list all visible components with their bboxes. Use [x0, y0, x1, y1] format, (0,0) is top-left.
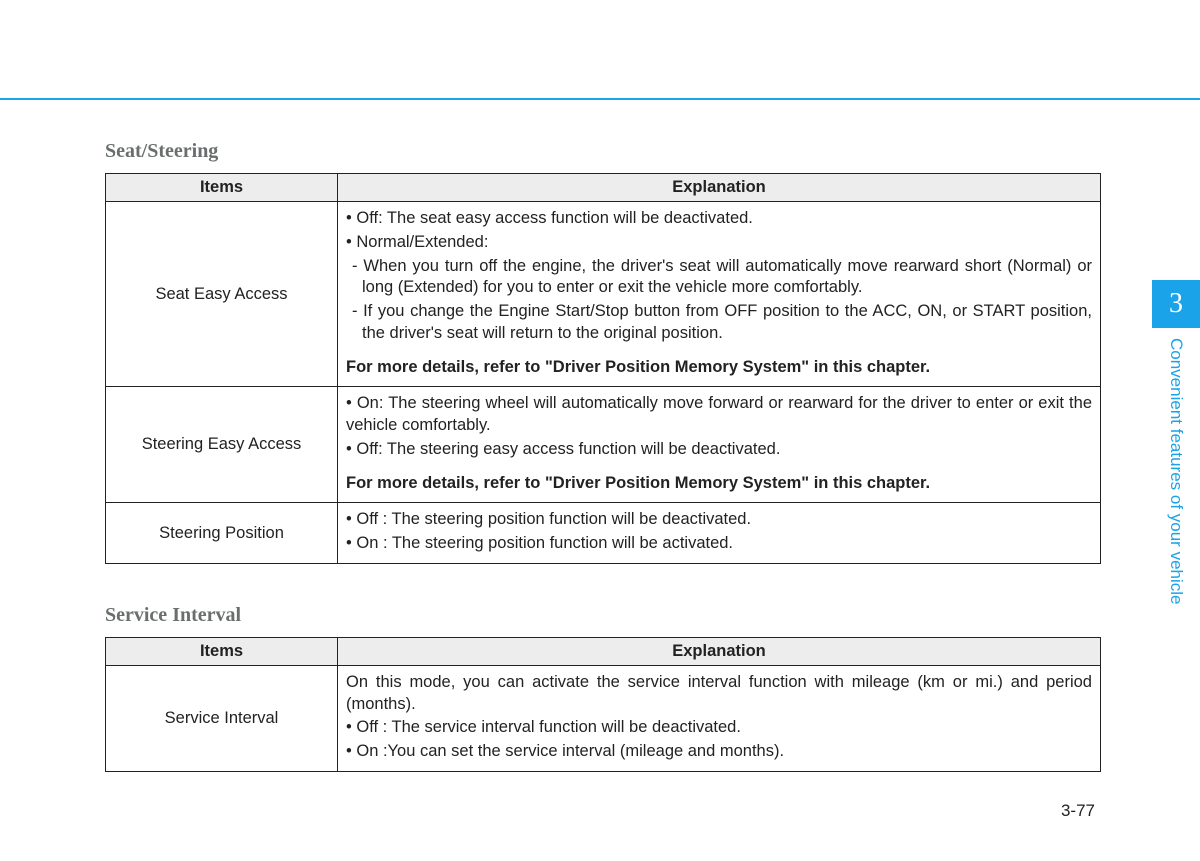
- explanation-line: On this mode, you can activate the servi…: [346, 672, 1092, 716]
- item-cell: Seat Easy Access: [106, 202, 338, 387]
- explanation-line: • Off: The steering easy access function…: [346, 439, 1092, 461]
- explanation-line: - If you change the Engine Start/Stop bu…: [346, 301, 1092, 345]
- explanation-cell: • On: The steering wheel will automatica…: [338, 387, 1101, 503]
- table-row: Steering Easy Access • On: The steering …: [106, 387, 1101, 503]
- chapter-side-label: Convenient features of your vehicle: [1152, 332, 1200, 632]
- explanation-cell: On this mode, you can activate the servi…: [338, 665, 1101, 771]
- explanation-line: • On : The steering position function wi…: [346, 533, 1092, 555]
- settings-table-seat-steering: Items Explanation Seat Easy Access • Off…: [105, 173, 1101, 564]
- item-cell: Steering Position: [106, 503, 338, 564]
- explanation-line: • Off : The service interval function wi…: [346, 717, 1092, 739]
- page-content: Seat/Steering Items Explanation Seat Eas…: [105, 140, 1100, 772]
- table-header-row: Items Explanation: [106, 637, 1101, 665]
- col-header-explanation: Explanation: [338, 174, 1101, 202]
- section-gap: [105, 564, 1100, 604]
- chapter-tab: 3: [1152, 280, 1200, 328]
- explanation-line: • On :You can set the service interval (…: [346, 741, 1092, 763]
- chapter-number: 3: [1169, 288, 1183, 320]
- explanation-line: • Normal/Extended:: [346, 232, 1092, 254]
- manual-page: Seat/Steering Items Explanation Seat Eas…: [0, 0, 1200, 861]
- explanation-line: • Off: The seat easy access function wil…: [346, 208, 1092, 230]
- section-heading: Seat/Steering: [105, 140, 1100, 163]
- settings-table-service-interval: Items Explanation Service Interval On th…: [105, 637, 1101, 772]
- explanation-line: For more details, refer to "Driver Posit…: [346, 473, 1092, 495]
- table-header-row: Items Explanation: [106, 174, 1101, 202]
- explanation-line: • Off : The steering position function w…: [346, 509, 1092, 531]
- col-header-items: Items: [106, 174, 338, 202]
- section-heading: Service Interval: [105, 604, 1100, 627]
- explanation-line: - When you turn off the engine, the driv…: [346, 256, 1092, 300]
- explanation-line: For more details, refer to "Driver Posit…: [346, 357, 1092, 379]
- explanation-cell: • Off : The steering position function w…: [338, 503, 1101, 564]
- table-row: Service Interval On this mode, you can a…: [106, 665, 1101, 771]
- table-row: Steering Position • Off : The steering p…: [106, 503, 1101, 564]
- table-row: Seat Easy Access • Off: The seat easy ac…: [106, 202, 1101, 387]
- col-header-explanation: Explanation: [338, 637, 1101, 665]
- col-header-items: Items: [106, 637, 338, 665]
- explanation-line: • On: The steering wheel will automatica…: [346, 393, 1092, 437]
- item-cell: Steering Easy Access: [106, 387, 338, 503]
- item-cell: Service Interval: [106, 665, 338, 771]
- top-rule: [0, 98, 1200, 100]
- explanation-cell: • Off: The seat easy access function wil…: [338, 202, 1101, 387]
- page-number: 3-77: [1061, 801, 1095, 821]
